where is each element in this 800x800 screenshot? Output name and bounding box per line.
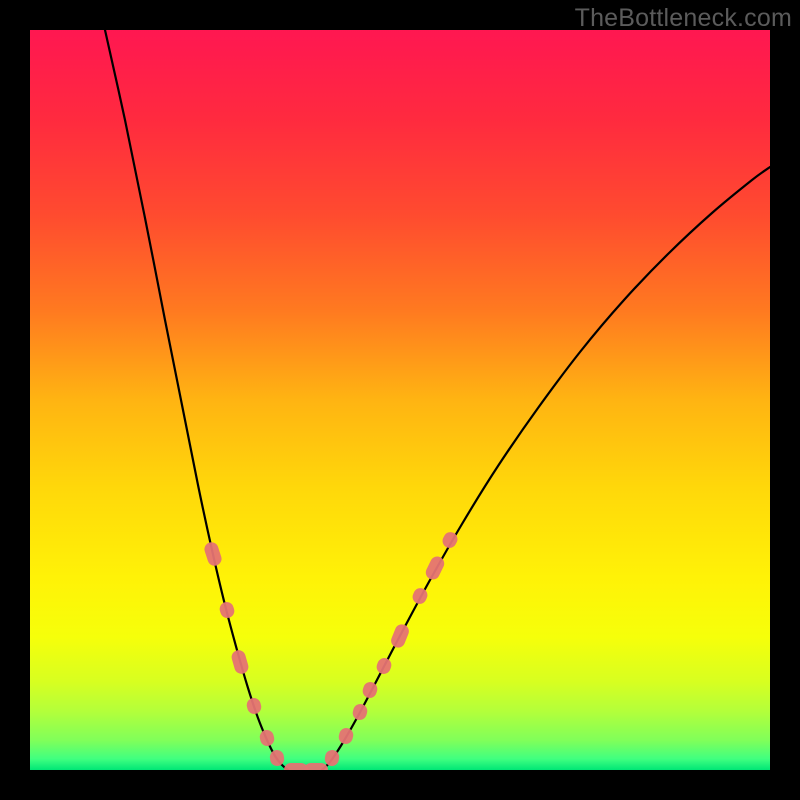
marker	[304, 763, 328, 770]
gradient-background	[30, 30, 770, 770]
watermark-text: TheBottleneck.com	[575, 4, 792, 33]
plot-svg	[30, 30, 770, 770]
plot-area	[30, 30, 770, 770]
chart-frame: TheBottleneck.com	[0, 0, 800, 800]
